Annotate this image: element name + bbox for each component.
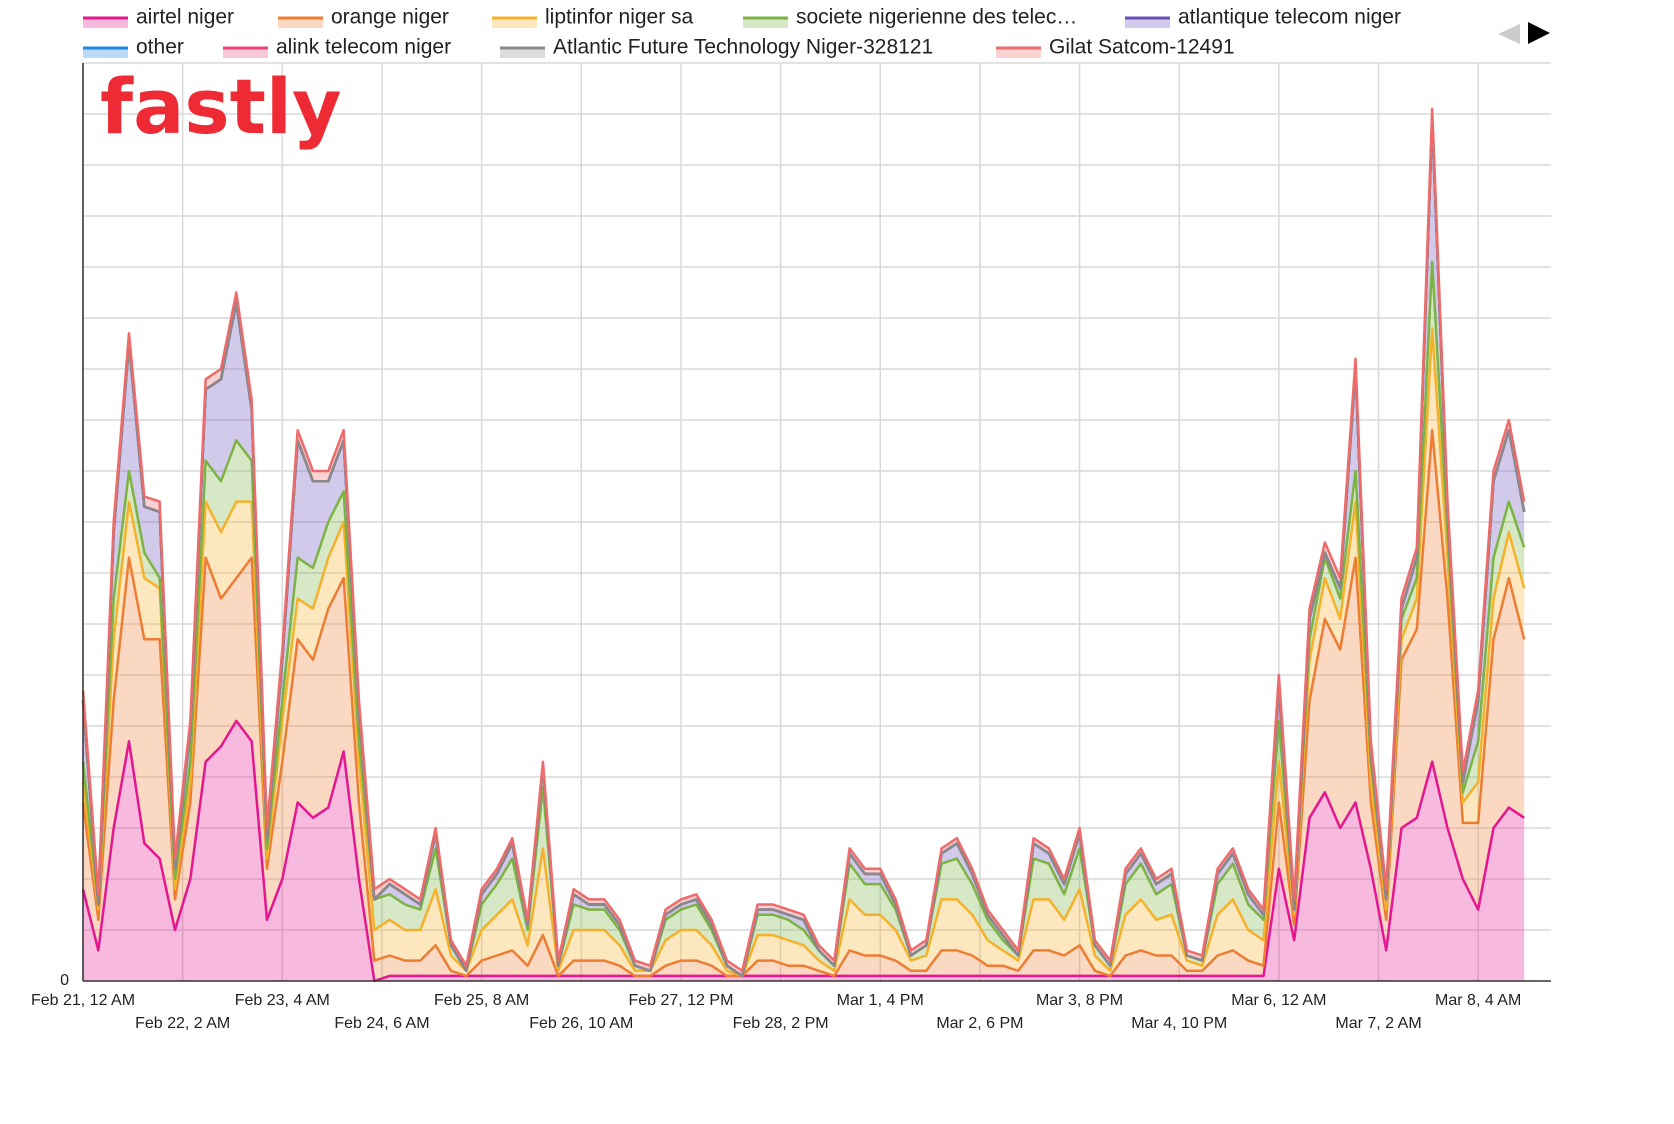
legend-label: other [136, 36, 184, 59]
legend-swatch [223, 48, 268, 58]
legend-swatch [743, 18, 788, 28]
series-line [81, 107, 1526, 973]
y-tick-label: 0 [60, 972, 69, 989]
legend: airtel niger orange niger liptinfor niger … [83, 6, 1401, 59]
area-fill [83, 720, 1525, 981]
legend-label: airtel niger [136, 6, 234, 29]
legend-swatch [1125, 18, 1170, 28]
x-tick-label: Feb 25, 8 AM [434, 992, 529, 1009]
x-tick-label: Feb 28, 2 PM [733, 1015, 829, 1032]
x-tick-label: Mar 7, 2 AM [1335, 1015, 1421, 1032]
x-tick-label: Feb 21, 12 AM [31, 992, 135, 1009]
series-line [81, 719, 1525, 983]
x-tick-label: Mar 2, 6 PM [936, 1015, 1023, 1032]
legend-swatch [500, 48, 545, 58]
x-tick-label: Feb 22, 2 AM [135, 1015, 230, 1032]
logo: fastly [100, 62, 342, 151]
legend-label: alink telecom niger [276, 36, 451, 59]
legend-label: atlantique telecom niger [1178, 6, 1401, 29]
legend-swatch [996, 48, 1041, 58]
x-tick-label: Mar 6, 12 AM [1231, 992, 1326, 1009]
legend-prev[interactable] [1498, 24, 1520, 44]
x-tick-label: Feb 27, 12 PM [628, 992, 733, 1009]
x-tick-label: Mar 3, 8 PM [1036, 992, 1123, 1009]
legend-label: liptinfor niger sa [545, 6, 694, 29]
legend-label: Gilat Satcom-12491 [1049, 36, 1235, 59]
x-tick-label: Mar 1, 4 PM [837, 992, 924, 1009]
legend-swatch [83, 18, 128, 28]
series-line [81, 260, 1526, 978]
x-tick-label: Feb 26, 10 AM [529, 1015, 633, 1032]
x-tick-label: Mar 4, 10 PM [1131, 1015, 1227, 1032]
series-line [81, 326, 1526, 978]
legend-label: societe nigerienne des telec… [796, 6, 1077, 29]
legend-swatch [83, 48, 128, 58]
x-tick-label: Mar 8, 4 AM [1435, 992, 1521, 1009]
legend-label: orange niger [331, 6, 449, 29]
legend-label: Atlantic Future Technology Niger-328121 [553, 36, 933, 59]
legend-swatch [278, 18, 323, 28]
series-line [81, 428, 1526, 978]
legend-next[interactable] [1528, 22, 1550, 44]
x-tick-label: Feb 24, 6 AM [334, 1015, 429, 1032]
legend-swatch [492, 18, 537, 28]
x-tick-label: Feb 23, 4 AM [235, 992, 330, 1009]
areas [83, 108, 1525, 981]
lines [81, 107, 1526, 983]
